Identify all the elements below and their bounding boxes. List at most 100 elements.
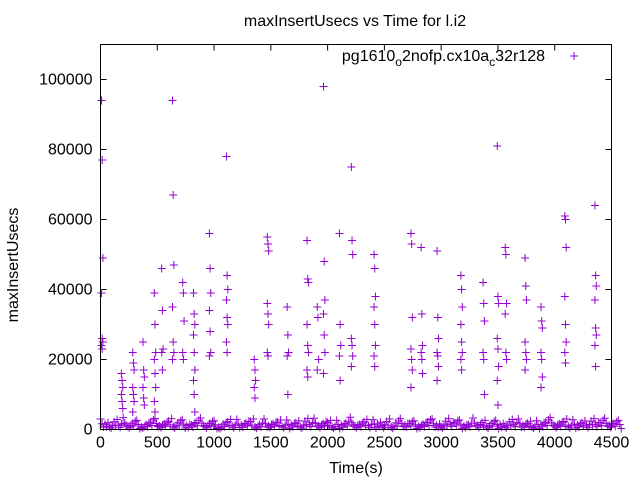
data-point: [493, 376, 502, 385]
data-point: [129, 359, 138, 367]
data-point: [249, 415, 258, 424]
data-point: [178, 278, 187, 287]
data-point: [263, 240, 272, 248]
data-point: [336, 376, 345, 385]
data-point: [434, 334, 443, 343]
data-point: [250, 355, 259, 364]
data-point: [532, 416, 541, 425]
data-point: [232, 415, 241, 424]
data-point: [438, 423, 447, 432]
data-point: [488, 422, 497, 431]
data-point: [140, 401, 149, 409]
x-tick-label: 4500: [594, 435, 630, 452]
x-tick-label: 2500: [367, 435, 403, 452]
data-point: [222, 338, 231, 346]
data-point: [370, 303, 379, 311]
data-point: [304, 278, 313, 287]
data-point: [138, 383, 147, 392]
data-point: [129, 422, 138, 431]
data-point: [223, 320, 232, 329]
data-point: [537, 317, 546, 325]
data-point: [457, 366, 466, 374]
legend-marker: [570, 52, 578, 60]
data-point: [521, 348, 530, 357]
data-point: [348, 236, 357, 245]
data-point: [521, 254, 530, 262]
data-point: [514, 415, 523, 423]
data-point: [561, 359, 570, 367]
data-point: [434, 362, 443, 371]
data-point: [283, 390, 292, 399]
data-point: [590, 201, 599, 210]
data-point: [189, 331, 198, 339]
data-point: [592, 331, 601, 339]
data-point: [206, 348, 215, 357]
data-point: [251, 376, 260, 385]
data-point: [536, 303, 545, 311]
data-point: [168, 96, 177, 105]
x-tick-label: 1000: [196, 435, 232, 452]
data-point: [560, 292, 569, 301]
data-point: [283, 331, 292, 339]
x-tick-label: 1500: [253, 435, 289, 452]
data-point: [223, 271, 232, 280]
data-point: [313, 366, 322, 374]
data-point: [346, 413, 355, 422]
data-point: [158, 366, 167, 374]
x-tick-label: 2000: [310, 435, 346, 452]
data-point: [407, 355, 416, 364]
data-point: [417, 310, 426, 318]
data-point: [370, 362, 379, 371]
data-point: [480, 390, 489, 399]
data-point: [320, 257, 329, 266]
data-point: [169, 261, 178, 269]
data-point: [444, 414, 453, 423]
data-point: [590, 414, 599, 423]
data-point: [263, 299, 272, 308]
data-point: [250, 383, 259, 392]
data-point: [521, 338, 530, 346]
data-point: [157, 348, 166, 357]
y-tick-label: 100000: [39, 72, 92, 89]
data-point: [501, 250, 510, 259]
data-point: [150, 355, 159, 364]
data-point: [151, 320, 160, 329]
data-point: [591, 271, 600, 280]
data-point: [493, 334, 502, 343]
data-point: [97, 289, 106, 297]
data-point: [348, 250, 357, 259]
data-point: [319, 82, 328, 91]
data-point: [591, 362, 600, 371]
data-point: [175, 421, 184, 430]
data-point: [336, 341, 345, 350]
data-point: [332, 416, 341, 425]
data-point: [458, 348, 467, 357]
data-point: [385, 415, 394, 424]
data-point: [591, 324, 600, 332]
data-point: [522, 296, 531, 304]
data-point: [223, 313, 232, 322]
data-point: [376, 418, 385, 427]
data-point: [370, 264, 379, 273]
data-point: [169, 348, 178, 357]
data-point: [456, 271, 465, 280]
data-point: [408, 313, 417, 322]
data-point: [150, 289, 159, 297]
data-point: [592, 282, 601, 290]
data-point: [168, 355, 177, 364]
data-point: [263, 348, 272, 357]
data-point: [283, 303, 292, 311]
data-point: [313, 313, 322, 322]
data-point: [521, 366, 530, 374]
data-point: [170, 423, 179, 432]
data-point: [493, 345, 502, 353]
data-point: [479, 278, 488, 287]
data-point: [320, 296, 329, 304]
data-point: [457, 338, 466, 346]
data-point: [206, 264, 215, 273]
data-point: [205, 352, 214, 360]
data-point: [433, 348, 442, 357]
legend-label: pg1610o2nofp.cx10ac32r128: [342, 48, 545, 69]
data-point: [309, 414, 318, 423]
